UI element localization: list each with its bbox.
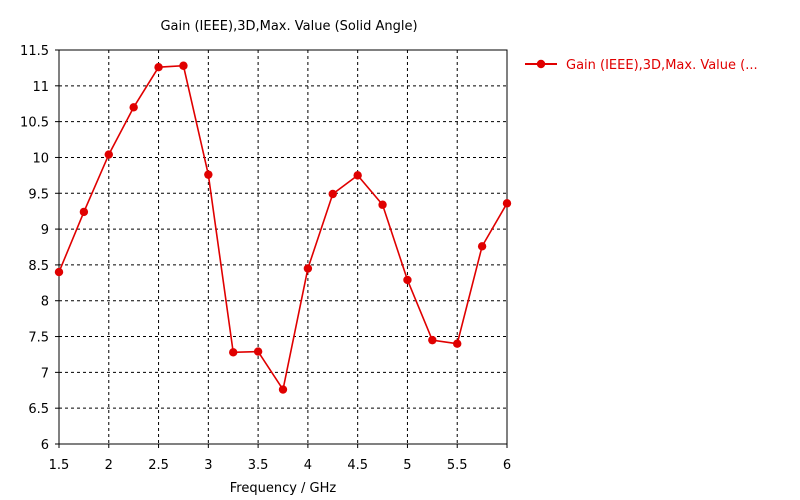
x-tick-label: 3 — [204, 458, 212, 473]
data-point — [54, 267, 64, 277]
y-tick-label: 11 — [32, 80, 49, 95]
data-point — [79, 207, 89, 217]
legend: Gain (IEEE),3D,Max. Value (... — [525, 58, 758, 73]
data-point — [303, 264, 313, 273]
y-tick-label: 10.5 — [20, 116, 49, 131]
data-point — [428, 335, 437, 345]
plot-frame — [58, 49, 508, 445]
x-tick-label: 4 — [304, 458, 312, 473]
data-point — [403, 275, 412, 285]
series-layer — [54, 61, 512, 394]
y-tick-label: 6 — [41, 438, 49, 453]
y-tick-label: 6.5 — [28, 402, 49, 417]
y-tick-label: 7 — [41, 366, 49, 381]
x-tick-label: 4.5 — [347, 458, 368, 473]
data-point — [378, 200, 387, 209]
data-point — [129, 103, 138, 112]
y-tick-label: 10 — [32, 151, 49, 166]
y-tick-label: 8 — [41, 295, 49, 310]
data-point — [104, 150, 113, 159]
series-line — [58, 64, 508, 392]
legend-marker — [536, 59, 546, 69]
data-point — [204, 170, 213, 179]
data-point — [502, 199, 512, 208]
data-point — [328, 189, 337, 199]
x-tick-label: 1.5 — [49, 458, 70, 473]
x-tick-label: 2 — [105, 458, 113, 473]
data-point — [253, 347, 263, 356]
x-tick-label: 5 — [403, 458, 411, 473]
y-tick-label: 7.5 — [28, 331, 49, 346]
data-point — [278, 385, 288, 394]
data-point — [154, 62, 163, 72]
x-tick-label: 2.5 — [148, 458, 169, 473]
x-axis-label: Frequency / GHz — [230, 481, 337, 496]
data-point — [477, 242, 487, 251]
y-tick-label: 9 — [41, 223, 49, 238]
axis-ticks: 1.5 2 2.5 3 3.5 4 4.5 5 5.5 6 6 6.5 7 7.5 8 8.5 9 9.5 10 10… — [20, 44, 511, 473]
data-point — [179, 61, 188, 70]
data-point — [229, 348, 238, 357]
chart-title: Gain (IEEE),3D,Max. Value (Solid Angle) — [160, 19, 417, 34]
x-tick-label: 6 — [503, 458, 511, 473]
y-tick-label: 8.5 — [28, 259, 49, 274]
x-tick-label: 5.5 — [447, 458, 468, 473]
legend-label: Gain (IEEE),3D,Max. Value (... — [566, 58, 758, 73]
x-tick-label: 3.5 — [248, 458, 269, 473]
data-point — [353, 171, 362, 180]
data-point — [453, 339, 462, 348]
grid-lines — [59, 50, 507, 444]
y-tick-label: 11.5 — [20, 44, 49, 59]
y-tick-label: 9.5 — [28, 187, 49, 202]
